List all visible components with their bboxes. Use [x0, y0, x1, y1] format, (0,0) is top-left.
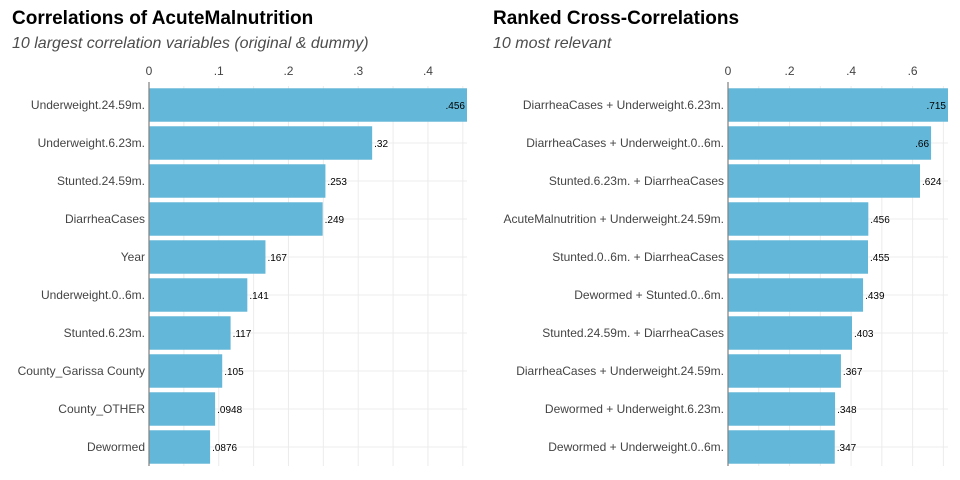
chart-2-category-label: Stunted.24.59m. + DiarrheaCases [542, 326, 724, 340]
chart-1-bar [149, 88, 467, 122]
chart-1-value-label: .32 [374, 139, 388, 150]
chart-2-x-tick-label: 0 [725, 64, 732, 78]
chart-1-category-label: Underweight.6.23m. [38, 136, 145, 150]
chart-2-category-label: Stunted.0..6m. + DiarrheaCases [552, 250, 724, 264]
chart-1-category-label: County_Garissa County [18, 364, 145, 378]
chart-1-bar [149, 354, 223, 388]
chart-2-value-label: .347 [837, 443, 857, 454]
chart-2-x-tick-label: .2 [785, 64, 795, 78]
chart-2-bar [728, 202, 869, 236]
chart-2-bar [728, 164, 920, 198]
chart-1-value-label: .141 [249, 291, 269, 302]
chart-2-value-label: .455 [870, 253, 890, 264]
chart-1-category-label: Year [121, 250, 145, 264]
chart-1-bar [149, 240, 266, 274]
chart-1-category-label: Stunted.24.59m. [57, 174, 145, 188]
chart-2-value-label: .367 [843, 367, 863, 378]
chart-2-value-label: .715 [927, 101, 947, 112]
chart-2-bar [728, 316, 852, 350]
chart-1-bar [149, 202, 323, 236]
chart-1-value-label: .105 [224, 367, 244, 378]
chart-2-value-label: .66 [915, 139, 929, 150]
chart-1-category-label: Stunted.6.23m. [64, 326, 145, 340]
chart-1-category-label: DiarrheaCases [65, 212, 145, 226]
chart-2-x-tick-label: .4 [846, 64, 856, 78]
chart-1-x-tick-label: .4 [423, 64, 433, 78]
chart-2-x-tick-label: .6 [908, 64, 918, 78]
chart-2-category-label: DiarrheaCases + Underweight.6.23m. [523, 98, 724, 112]
chart-2-bar [728, 240, 868, 274]
chart-2-category-label: Dewormed + Stunted.0..6m. [574, 288, 724, 302]
chart-2-value-label: .348 [837, 405, 857, 416]
chart-1-x-tick-label: .3 [353, 64, 363, 78]
chart-2-bar [728, 430, 835, 464]
chart-1-bar [149, 392, 216, 426]
chart-2-value-label: .439 [865, 291, 885, 302]
chart-2-category-label: Dewormed + Underweight.0..6m. [548, 440, 724, 454]
chart-2-bar [728, 278, 864, 312]
chart-1-bar [149, 278, 248, 312]
chart-2-subtitle: 10 most relevant [493, 35, 612, 52]
chart-2-category-label: DiarrheaCases + Underweight.0..6m. [526, 136, 724, 150]
chart-2-value-label: .403 [854, 329, 874, 340]
chart-1-value-label: .0948 [217, 405, 242, 416]
chart-1-bar [149, 316, 231, 350]
chart-2-title: Ranked Cross-Correlations [493, 8, 740, 29]
chart-1-bar [149, 164, 326, 198]
chart-1-value-label: .117 [233, 329, 252, 340]
chart-2-bar [728, 392, 836, 426]
chart-1-value-label: .167 [267, 253, 287, 264]
chart-1-value-label: .0876 [212, 443, 237, 454]
chart-1-x-tick-label: 0 [146, 64, 153, 78]
chart-1-subtitle: 10 largest correlation variables (origin… [12, 35, 369, 52]
chart-1-category-label: County_OTHER [58, 402, 145, 416]
chart-2-value-label: .456 [870, 215, 890, 226]
chart-1-value-label: .253 [327, 177, 347, 188]
chart-2-bar [728, 354, 841, 388]
chart-1-x-tick-label: .2 [283, 64, 293, 78]
chart-2-value-label: .624 [922, 177, 942, 188]
chart-2-category-label: Stunted.6.23m. + DiarrheaCases [549, 174, 724, 188]
chart-2-category-label: Dewormed + Underweight.6.23m. [545, 402, 724, 416]
chart-1-category-label: Underweight.24.59m. [31, 98, 145, 112]
chart-1-category-label: Dewormed [87, 440, 145, 454]
chart-2-category-label: DiarrheaCases + Underweight.24.59m. [516, 364, 724, 378]
chart-1-title: Correlations of AcuteMalnutrition [12, 8, 314, 29]
chart-1-value-label: .249 [325, 215, 345, 226]
chart-1-category-label: Underweight.0..6m. [41, 288, 145, 302]
chart-1-bar [149, 126, 373, 160]
chart-2-bar [728, 88, 948, 122]
chart-1-bar [149, 430, 211, 464]
chart-2-bar [728, 126, 932, 160]
chart-1-value-label: .456 [446, 101, 466, 112]
chart-2-category-label: AcuteMalnutrition + Underweight.24.59m. [504, 212, 724, 226]
chart-1-x-tick-label: .1 [214, 64, 224, 78]
